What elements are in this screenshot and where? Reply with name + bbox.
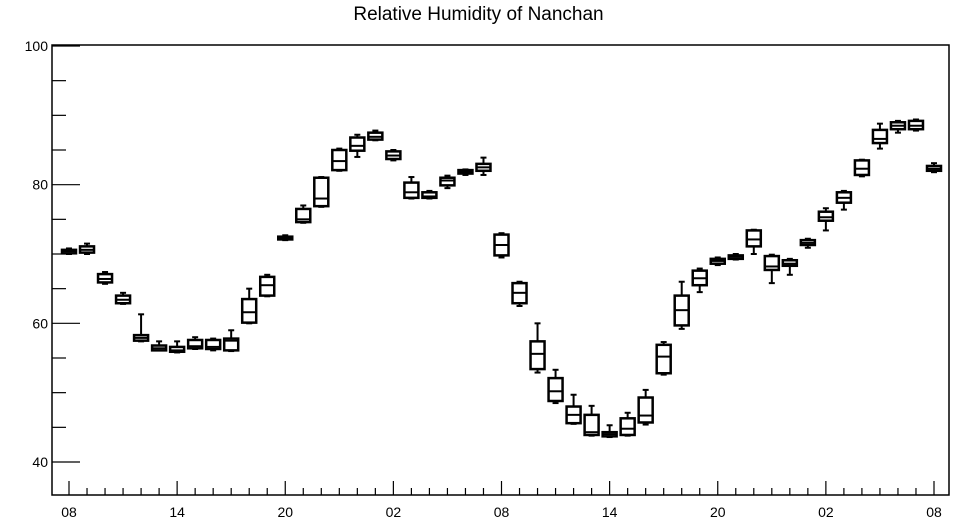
box-item: [78, 242, 96, 255]
plot-frame: [51, 44, 950, 496]
box-body: [529, 340, 546, 371]
box-item: [457, 168, 474, 176]
box-item: [403, 176, 420, 200]
box-item: [295, 204, 312, 224]
box-item: [655, 341, 672, 376]
box-body: [222, 337, 240, 352]
chart-title: Relative Humidity of Nanchan: [353, 4, 604, 25]
x-tick-label: 08: [61, 504, 77, 520]
box-body: [168, 345, 186, 354]
box-item: [889, 119, 907, 134]
box-body: [204, 338, 222, 351]
x-tick-label: 20: [277, 504, 293, 520]
y-tick-label: 40: [32, 454, 48, 470]
y-tick-label: 100: [25, 38, 49, 54]
y-tick-label: 60: [32, 315, 48, 331]
box-item: [709, 256, 726, 267]
box-item: [349, 133, 366, 158]
box-body: [186, 338, 204, 350]
box-item: [114, 291, 132, 305]
box-item: [222, 329, 240, 353]
box-item: [96, 271, 114, 285]
box-body: [637, 396, 654, 424]
box-item: [565, 393, 582, 425]
box-body: [439, 176, 456, 187]
box-body: [331, 148, 348, 172]
box-item: [258, 273, 276, 298]
box-item: [168, 340, 186, 354]
box-body: [421, 191, 438, 200]
box-item: [277, 234, 294, 242]
box-item: [475, 156, 492, 176]
box-item: [691, 267, 708, 294]
box-item: [745, 228, 763, 255]
box-item: [511, 280, 528, 307]
box-item: [763, 253, 781, 285]
box-item: [132, 313, 150, 343]
box-item: [186, 336, 204, 350]
box-item: [925, 162, 943, 174]
box-item: [799, 237, 817, 249]
x-tick-label: 08: [926, 504, 942, 520]
box-item: [835, 189, 853, 211]
box-item: [871, 122, 889, 150]
box-item: [853, 158, 871, 178]
box-item: [331, 147, 348, 172]
box-item: [439, 174, 456, 190]
box-item: [385, 149, 402, 162]
box-item: [907, 118, 925, 132]
box-item: [781, 257, 799, 276]
box-item: [421, 189, 438, 200]
box-item: [583, 404, 600, 437]
box-body: [853, 159, 871, 177]
box-item: [727, 253, 745, 261]
box-body: [583, 413, 600, 437]
x-tick-label: 02: [818, 504, 834, 520]
box-item: [547, 368, 564, 405]
box-body: [817, 210, 835, 222]
box-item: [313, 176, 330, 208]
box-body: [619, 417, 636, 437]
box-body: [547, 376, 564, 403]
box-body: [258, 275, 276, 297]
box-item: [529, 322, 546, 374]
boxes-group: [60, 118, 943, 439]
box-item: [367, 129, 384, 142]
box-item: [673, 280, 690, 330]
box-body: [313, 176, 330, 208]
x-tick-label: 08: [494, 504, 510, 520]
box-item: [601, 424, 618, 439]
box-body: [871, 128, 889, 145]
box-item: [817, 207, 835, 232]
box-body: [403, 181, 420, 200]
x-tick-label: 14: [169, 504, 185, 520]
box-item: [637, 388, 654, 426]
box-item: [493, 232, 510, 259]
box-body: [745, 229, 763, 248]
box-body: [240, 297, 258, 324]
box-item: [150, 340, 168, 352]
x-tick-label: 02: [386, 504, 402, 520]
x-tick-label: 20: [710, 504, 726, 520]
box-body: [763, 254, 781, 272]
x-tick-label: 14: [602, 504, 618, 520]
box-item: [60, 247, 78, 255]
x-axis: 08 14 20 02 08 14 20 02 08: [61, 481, 942, 520]
box-body: [655, 343, 672, 375]
box-item: [204, 337, 222, 352]
y-tick-label: 80: [32, 177, 48, 193]
box-item: [619, 411, 636, 437]
y-axis: 40 60 80 100: [25, 38, 80, 470]
box-item: [240, 287, 258, 325]
box-body: [349, 136, 366, 152]
